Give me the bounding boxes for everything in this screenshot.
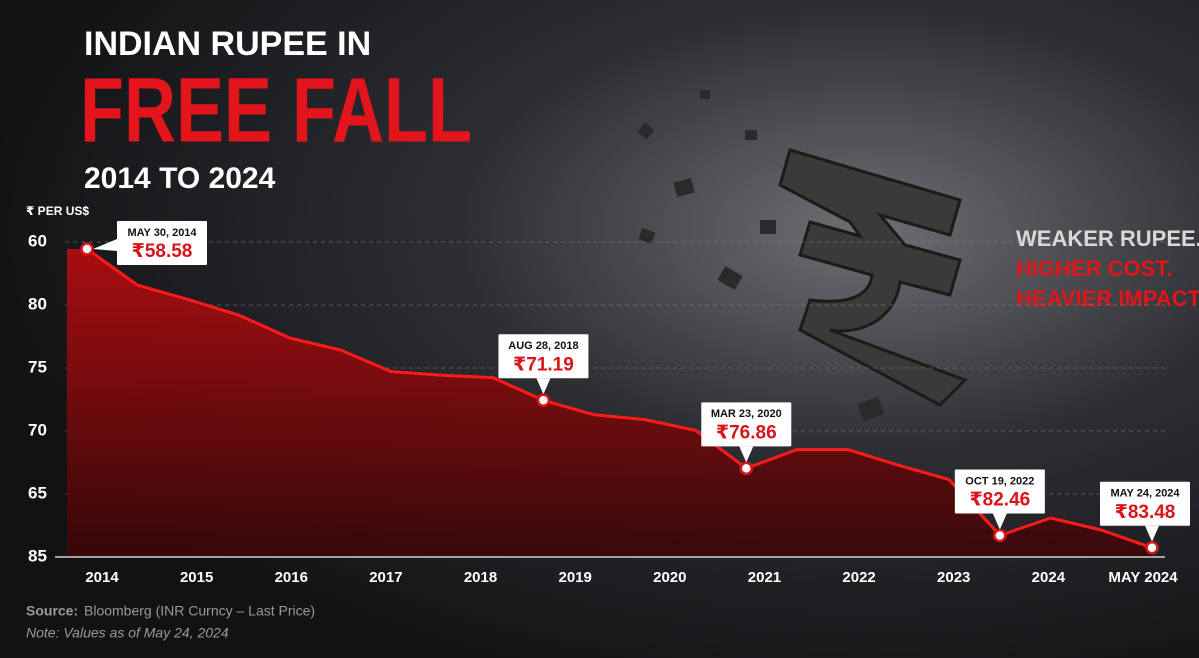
callout-date: AUG 28, 2018 xyxy=(508,340,578,352)
callout: MAR 23, 2020 ₹76.86 xyxy=(701,402,792,463)
callout-value: ₹76.86 xyxy=(716,422,777,443)
point xyxy=(993,528,1007,543)
callout-pointer xyxy=(739,446,754,463)
callout-value: ₹82.46 xyxy=(969,490,1030,511)
point xyxy=(739,461,754,476)
point xyxy=(536,393,551,408)
callout: MAY 24, 2024 ₹83.48 xyxy=(1100,481,1190,542)
callout-pointer xyxy=(536,378,551,395)
point xyxy=(1145,541,1159,555)
y-axis-label: ₹ PER US$ xyxy=(26,204,89,218)
callout-pointer xyxy=(992,513,1007,530)
x-tick-label: MAY 2024 xyxy=(1108,569,1178,586)
subtitle: 2014 TO 2024 xyxy=(84,162,276,195)
y-tick-label: 70 xyxy=(28,420,47,439)
x-tick-label: 2023 xyxy=(937,569,970,586)
x-tick-label: 2020 xyxy=(653,569,686,586)
callout-pointer xyxy=(1145,525,1159,542)
callout-date: MAY 30, 2014 xyxy=(127,227,197,239)
point xyxy=(80,242,94,256)
debris xyxy=(637,90,885,422)
title-emphasis: FREE FALL xyxy=(80,59,472,161)
side-text: HEAVIER IMPACT. xyxy=(1016,286,1199,311)
callout-pointer xyxy=(93,238,117,251)
source-label: Source: xyxy=(26,603,78,619)
side-text: HIGHER COST. xyxy=(1016,256,1172,281)
area xyxy=(67,248,1152,557)
x-tick-label: 2016 xyxy=(275,569,308,586)
callout-box xyxy=(954,469,1045,514)
callout-date: MAY 24, 2024 xyxy=(1110,488,1180,500)
callout-box xyxy=(701,402,792,447)
side-text: WEAKER RUPEE. xyxy=(1016,226,1199,251)
callout-box xyxy=(1100,481,1190,526)
callout-date: OCT 19, 2022 xyxy=(965,475,1034,487)
callout-box xyxy=(498,334,589,379)
y-tick-label: 60 xyxy=(28,231,47,250)
x-tick-label: 2022 xyxy=(842,569,875,586)
callout-date: MAR 23, 2020 xyxy=(711,408,782,420)
x-tick-label: 2015 xyxy=(180,569,213,586)
callout-box xyxy=(117,220,207,265)
callout: OCT 19, 2022 ₹82.46 xyxy=(954,469,1045,530)
x-tick-label: 2018 xyxy=(464,569,497,586)
x-tick-label: 2014 xyxy=(85,569,119,586)
x-tick-label: 2021 xyxy=(748,569,781,586)
callout-value: ₹83.48 xyxy=(1115,502,1176,523)
title: INDIAN RUPEE IN xyxy=(84,25,371,63)
y-tick-label: 85 xyxy=(28,546,47,565)
x-tick-label: 2017 xyxy=(369,569,402,586)
callout: AUG 28, 2018 ₹71.19 xyxy=(498,334,589,395)
y-tick-label: 65 xyxy=(28,483,47,502)
x-tick-label: 2024 xyxy=(1032,569,1066,586)
x-tick-label: 2019 xyxy=(558,569,591,586)
source: Bloomberg (INR Curncy – Last Price) xyxy=(84,603,315,619)
note: Note: Values as of May 24, 2024 xyxy=(26,625,229,641)
y-tick-label: 80 xyxy=(28,294,47,313)
y-tick-label: 75 xyxy=(28,357,47,376)
callout-value: ₹71.19 xyxy=(513,354,574,375)
callout-value: ₹58.58 xyxy=(132,241,193,262)
rupee-illustration xyxy=(778,148,968,407)
callout: MAY 30, 2014 ₹58.58 xyxy=(93,220,207,265)
